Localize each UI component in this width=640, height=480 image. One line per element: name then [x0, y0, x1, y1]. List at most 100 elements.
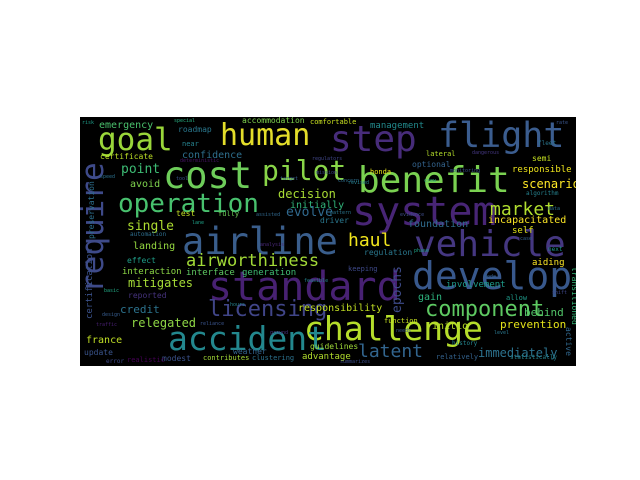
- word-accommodation: accommodation: [242, 117, 305, 125]
- word-feasible: feasible: [304, 278, 329, 284]
- word-transitioned: transitioned: [570, 267, 576, 325]
- word-certificate: certificate: [100, 152, 153, 161]
- word-traffic: traffic: [96, 322, 118, 328]
- word-concern: concern: [338, 178, 360, 184]
- word-crew: crew: [424, 178, 437, 184]
- word-case: case: [520, 236, 533, 242]
- word-history: history: [452, 340, 478, 347]
- word-mission: mission: [316, 170, 338, 176]
- word-market: market: [490, 199, 556, 220]
- word-fleet: fleet: [538, 140, 557, 147]
- word-confidence: confidence: [182, 150, 243, 161]
- word-accident: accident: [168, 319, 327, 358]
- word-reliance: reliance: [200, 321, 225, 327]
- word-automation: automation: [130, 231, 167, 238]
- word-challenge: challenge: [304, 309, 483, 348]
- word-weather: weather: [233, 347, 267, 356]
- word-behind: behind: [524, 306, 564, 319]
- word-next: next: [548, 246, 563, 253]
- word-component: component: [425, 297, 545, 322]
- word-mitigates: mitigates: [128, 276, 194, 290]
- word-initially: initially: [290, 200, 345, 211]
- word-airline: airline: [182, 220, 338, 263]
- word-risk: risk: [82, 120, 95, 126]
- word-certification: certification: [85, 248, 95, 319]
- word-fully: fully: [218, 210, 240, 218]
- word-guidelines: guidelines: [310, 342, 359, 351]
- word-self: self: [512, 226, 534, 236]
- word-roadmap: roadmap: [178, 125, 212, 134]
- word-pattern: pattern: [330, 210, 352, 216]
- word-aiding: aiding: [532, 258, 565, 268]
- word-flight: flight: [438, 117, 565, 156]
- word-semi: semi: [532, 154, 552, 163]
- word-cost: cost: [163, 154, 253, 197]
- word-design: design: [102, 312, 121, 318]
- word-interface: interface: [186, 268, 235, 278]
- word-lateral: lateral: [426, 150, 456, 158]
- word-lane: lane: [192, 220, 205, 226]
- word-single: single: [127, 219, 174, 234]
- word-human: human: [220, 118, 311, 153]
- word-algorithm: algorithm: [526, 190, 559, 197]
- word-interaction: interaction: [122, 267, 182, 277]
- word-incapacitated: incapacitated: [488, 215, 567, 226]
- word-update: update: [84, 348, 113, 357]
- word-standard: standard: [208, 264, 401, 310]
- word-prevention: prevention: [500, 318, 567, 331]
- word-phase: phase: [414, 248, 430, 254]
- word-analysis: analysis: [260, 242, 285, 248]
- word-special: special: [174, 118, 196, 124]
- word-summarizes: summarizes: [340, 359, 371, 365]
- word-rate: rate: [556, 120, 569, 126]
- word-reported: reported: [128, 291, 167, 300]
- word-honda: honda: [370, 168, 392, 176]
- word-ground: ground: [270, 330, 289, 336]
- word-keeping: keeping: [348, 265, 378, 273]
- word-modest: modest: [162, 354, 191, 363]
- word-driver: driver: [320, 216, 349, 225]
- word-epochs: epochs: [390, 266, 405, 313]
- word-shift: shift: [552, 290, 568, 296]
- word-basic: basic: [104, 288, 120, 294]
- word-system: system: [352, 189, 497, 235]
- word-regulators: regulators: [312, 156, 343, 162]
- word-realistic: realistic: [127, 356, 165, 364]
- word-dangerous: dangerous: [472, 150, 500, 156]
- word-advantage: advantage: [302, 352, 351, 362]
- word-evolve: evolve: [286, 205, 333, 220]
- word-france: france: [86, 335, 123, 346]
- word-immediately: immediately: [478, 346, 558, 360]
- word-cloud: human step flight goal cost pilot benefi…: [80, 117, 576, 366]
- word-pilot: pilot: [262, 154, 347, 187]
- word-assisted: assisted: [256, 212, 281, 218]
- word-haul: haul: [348, 230, 392, 251]
- word-goal: goal: [98, 122, 173, 158]
- word-needs: needs: [396, 328, 412, 334]
- word-speed: speed: [100, 174, 116, 180]
- word-level: level: [494, 330, 510, 336]
- word-responsible: responsible: [512, 165, 572, 175]
- word-benefit: benefit: [358, 160, 510, 201]
- word-clustering: clustering: [252, 354, 295, 362]
- word-contributes: contributes: [203, 354, 250, 362]
- word-regulation: regulation: [364, 248, 413, 257]
- word-statistically: statistically: [510, 354, 557, 361]
- word-revised: revised: [348, 180, 370, 186]
- word-airworthiness: airworthiness: [186, 251, 320, 271]
- word-optional: optional: [412, 160, 451, 169]
- word-preservation: preservation: [87, 181, 96, 239]
- word-initio: initio: [432, 321, 469, 332]
- word-tool: tool: [176, 176, 189, 182]
- word-responsibility: responsibility: [298, 303, 383, 314]
- word-involvement: involvement: [446, 280, 506, 290]
- word-avoid: avoid: [130, 179, 161, 190]
- word-credit: credit: [120, 303, 160, 316]
- word-foundation: foundation: [408, 219, 469, 230]
- word-relatively: relatively: [436, 353, 479, 361]
- word-latent: latent: [358, 341, 424, 362]
- word-point: point: [121, 162, 161, 177]
- word-comfortable: comfortable: [310, 118, 357, 126]
- word-target: target: [280, 176, 299, 182]
- word-operation: operation: [118, 189, 259, 219]
